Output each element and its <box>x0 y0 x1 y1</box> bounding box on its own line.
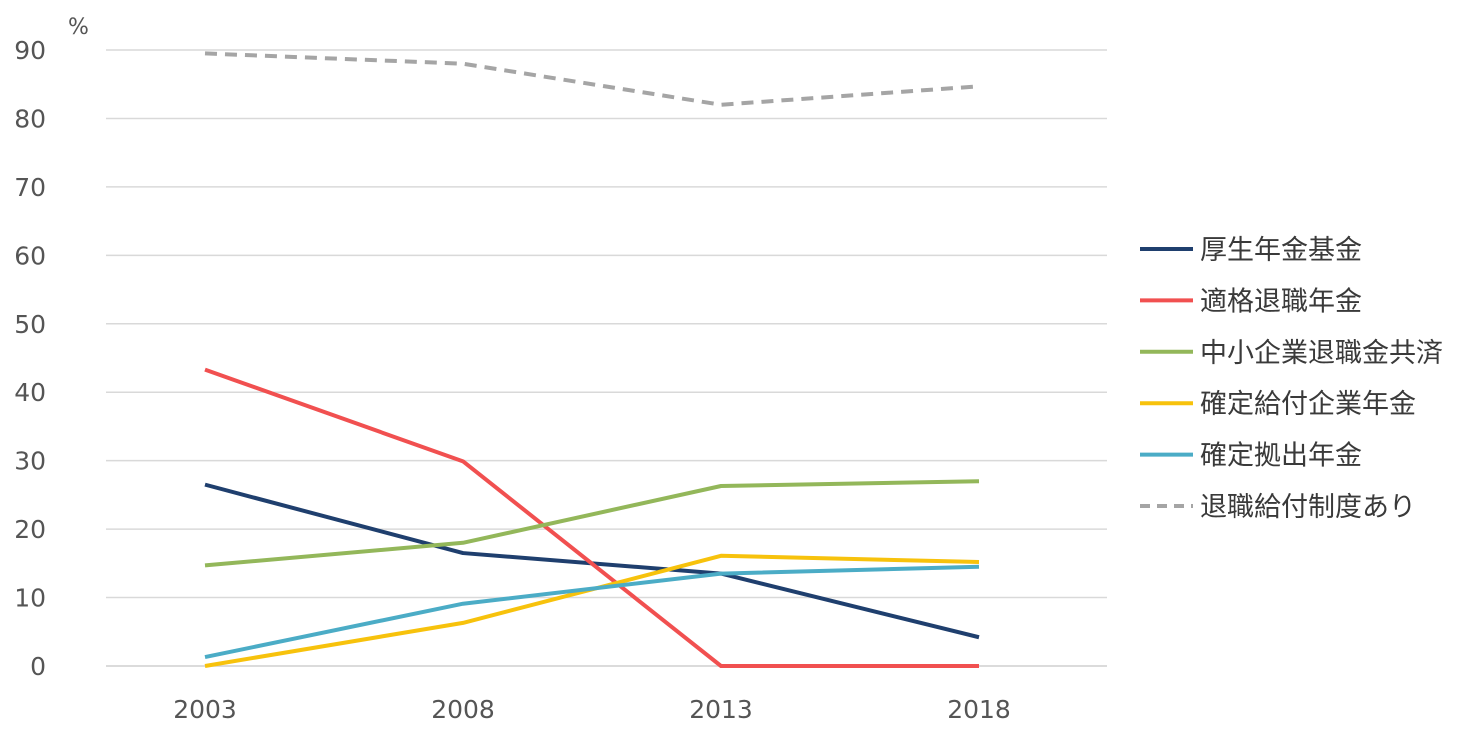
x-axis-ticks: 2003 2008 2013 2018 <box>173 695 1011 724</box>
y-tick-label: 10 <box>14 584 46 613</box>
y-tick-label: 70 <box>14 173 46 202</box>
y-tick-label: 30 <box>14 447 46 476</box>
y-tick-label: 40 <box>14 378 46 407</box>
x-tick-label: 2013 <box>689 695 753 724</box>
legend-label: 厚生年金基金 <box>1200 235 1362 266</box>
legend: 厚生年金基金適格退職年金中小企業退職金共済確定給付企業年金確定拠出年金退職給付制… <box>1140 235 1443 523</box>
legend-label: 適格退職年金 <box>1200 286 1362 317</box>
legend-label: 退職給付制度あり <box>1200 492 1416 523</box>
legend-label: 中小企業退職金共済 <box>1200 338 1443 369</box>
y-tick-label: 50 <box>14 310 46 339</box>
series-line-3 <box>204 479 980 568</box>
x-tick-label: 2018 <box>947 695 1011 724</box>
legend-label: 確定拠出年金 <box>1200 441 1362 472</box>
y-axis-unit-label: % <box>68 15 89 40</box>
x-tick-label: 2008 <box>431 695 495 724</box>
series-line-2 <box>204 367 979 668</box>
grid-lines <box>106 49 1107 667</box>
series-line-4 <box>204 553 980 668</box>
y-tick-label: 20 <box>14 515 46 544</box>
y-axis-ticks: 0 10 20 30 40 50 60 70 80 90 <box>14 36 46 681</box>
series-lines <box>204 51 980 668</box>
y-tick-label: 60 <box>14 241 46 270</box>
series-line-6 <box>204 51 980 107</box>
y-tick-label: 90 <box>14 36 46 65</box>
y-tick-label: 80 <box>14 104 46 133</box>
legend-label: 確定給付企業年金 <box>1200 389 1416 420</box>
x-tick-label: 2003 <box>173 695 237 724</box>
y-tick-label: 0 <box>30 652 46 681</box>
series-line-5 <box>204 564 980 660</box>
